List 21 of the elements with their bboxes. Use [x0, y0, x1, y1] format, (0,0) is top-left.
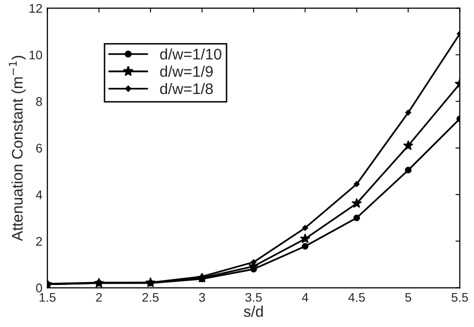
- x-tick-label: 5: [405, 293, 412, 302]
- y-tick-label: 4: [36, 190, 42, 200]
- x-tick-label: 2: [96, 292, 102, 302]
- y-tick-label: 12: [30, 4, 42, 13]
- x-tick-label: 3: [199, 292, 205, 302]
- x-tick-label: 1.5: [40, 293, 56, 302]
- y-axis-title: Attenuation Constant (m$^{−1}$): [8, 56, 26, 242]
- x-tick-label: 4.5: [348, 293, 365, 302]
- y-tick-label: 10: [30, 50, 42, 60]
- legend-label: d/w=1/10: [160, 48, 222, 60]
- x-axis-title: s/d: [244, 306, 263, 317]
- x-tick-label: 5.5: [452, 293, 468, 302]
- x-tick-label: 3.5: [245, 292, 262, 302]
- y-tick-label: 0: [36, 284, 42, 292]
- x-tick-label: 4: [302, 293, 308, 302]
- y-tick-label: 2: [36, 236, 42, 246]
- y-tick-label: 6: [36, 144, 42, 153]
- legend-label: d/w=1/9: [160, 66, 213, 77]
- legend-label: d/w=1/8: [160, 82, 213, 94]
- x-tick-label: 2.5: [142, 292, 159, 302]
- y-tick-label: 8: [36, 97, 42, 106]
